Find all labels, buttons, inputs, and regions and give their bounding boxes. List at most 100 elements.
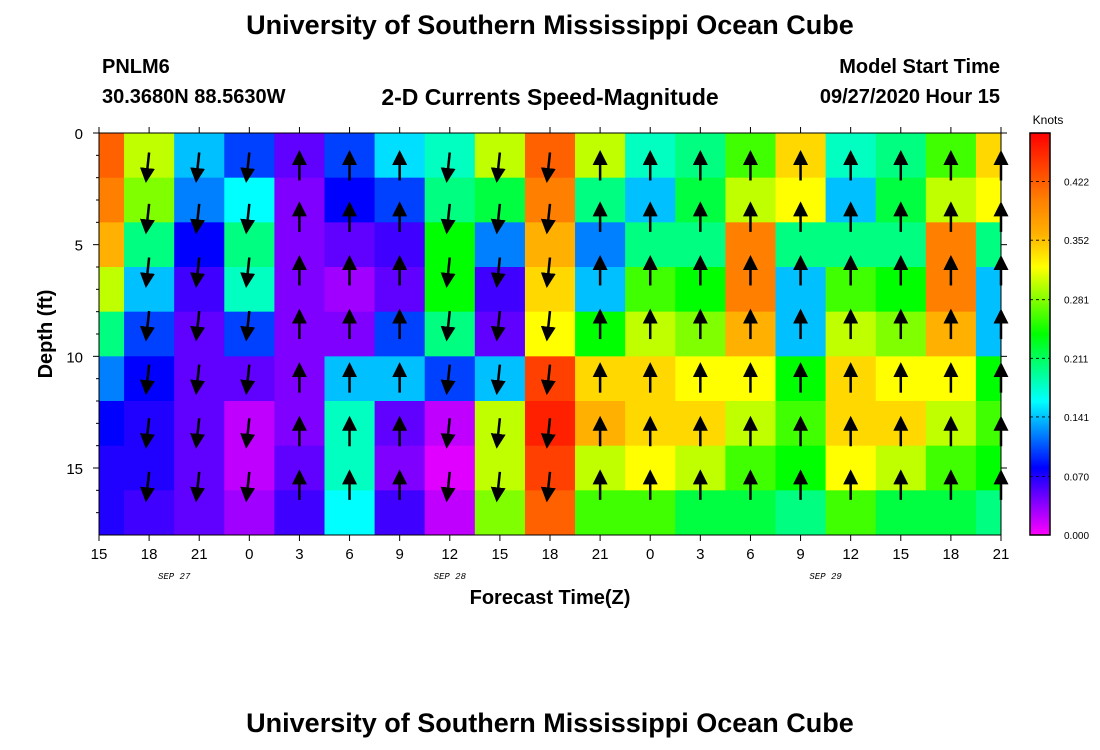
- current-vector: [240, 364, 256, 396]
- current-vector: [490, 203, 506, 235]
- current-vector: [540, 418, 556, 449]
- footer-title: University of Southern Mississippi Ocean…: [246, 708, 854, 738]
- heatmap-cell: [224, 490, 275, 536]
- colorbar-tick-label: 0.070: [1064, 472, 1089, 483]
- current-vector: [540, 310, 556, 342]
- heatmap-cell: [99, 222, 125, 268]
- x-tick-label: 21: [592, 546, 609, 563]
- x-tick-label: 0: [245, 546, 253, 563]
- current-vector: [190, 152, 206, 183]
- current-vector: [190, 418, 206, 449]
- colorbar-tick-label: 0.141: [1064, 413, 1089, 424]
- heatmap-cell: [124, 356, 175, 402]
- colorbar-tick-label: 0.352: [1064, 236, 1089, 247]
- colorbar: Knots 0.000 0.070 0.141 0.211 0.281 0.352 0.422: [1029, 113, 1089, 542]
- station-location: 30.3680N 88.5630W: [102, 86, 286, 108]
- date-label: SEP 27: [158, 572, 191, 582]
- x-tick-label: 15: [492, 546, 509, 563]
- x-tick-label: 21: [191, 546, 208, 563]
- current-vector: [240, 257, 256, 288]
- current-vector: [240, 310, 256, 342]
- current-vector: [139, 310, 155, 342]
- heatmap-cell: [474, 177, 526, 223]
- y-tick-label: 5: [75, 238, 83, 255]
- colorbar-label: Knots: [1033, 113, 1064, 127]
- current-vector: [540, 152, 556, 183]
- heatmap-cell: [174, 177, 225, 223]
- heatmap-cell: [975, 133, 1002, 179]
- current-vector: [490, 257, 506, 288]
- current-vector: [440, 471, 456, 503]
- page-title: University of Southern Mississippi Ocean…: [246, 10, 854, 40]
- heatmap-cell: [524, 267, 576, 313]
- colorbar-tick-label: 0.000: [1064, 531, 1089, 542]
- current-vector: [240, 152, 256, 183]
- x-tick-label: 6: [746, 546, 754, 563]
- heatmap-cell: [474, 356, 526, 402]
- y-axis-label: Depth (ft): [35, 290, 57, 379]
- colorbar-tick-label: 0.281: [1064, 296, 1089, 307]
- colorbar-gradient: [1029, 132, 1051, 536]
- current-vector: [490, 418, 506, 449]
- current-vector: [240, 471, 256, 503]
- heatmap-cell: [424, 445, 476, 491]
- colorbar-tick-label: 0.211: [1064, 354, 1089, 365]
- heatmap-cell: [99, 490, 125, 536]
- current-vector: [490, 471, 506, 503]
- x-tick-label: 18: [943, 546, 960, 563]
- current-vector: [490, 310, 506, 342]
- x-tick-label: 21: [993, 546, 1010, 563]
- heatmap-cell: [474, 267, 526, 313]
- current-vector: [139, 418, 155, 449]
- current-vector: [490, 152, 506, 183]
- heatmap-cell: [99, 133, 125, 179]
- y-tick-label: 10: [66, 349, 83, 366]
- x-tick-label: 3: [295, 546, 303, 563]
- current-vector: [139, 257, 155, 288]
- heatmap-cell: [524, 445, 576, 491]
- current-vector: [139, 203, 155, 235]
- x-tick-label: 0: [646, 546, 654, 563]
- current-vector: [139, 152, 155, 183]
- heatmap-cell: [224, 267, 275, 313]
- date-label: SEP 28: [434, 572, 467, 582]
- heatmap-cell: [224, 445, 275, 491]
- current-vector: [440, 257, 456, 288]
- x-axis-label: Forecast Time(Z): [470, 587, 631, 609]
- heatmap-cell: [124, 267, 175, 313]
- x-tick-label: 6: [345, 546, 353, 563]
- x-tick-label: 15: [892, 546, 909, 563]
- x-tick-label: 3: [696, 546, 704, 563]
- heatmap-cell: [224, 177, 275, 223]
- x-tick-label: 9: [796, 546, 804, 563]
- current-vector: [540, 257, 556, 288]
- heatmap-cell: [99, 401, 125, 447]
- y-tick-label: 0: [75, 126, 83, 143]
- heatmap-cell: [975, 445, 1002, 491]
- model-start-label: Model Start Time: [839, 56, 1000, 78]
- current-vector: [190, 364, 206, 396]
- heatmap-cell: [524, 177, 576, 223]
- heatmap-cell: [424, 356, 476, 402]
- current-vector: [540, 364, 556, 396]
- x-tick-label: 18: [141, 546, 158, 563]
- current-vector: [190, 203, 206, 235]
- x-tick-label: 9: [395, 546, 403, 563]
- heatmap-cell: [424, 177, 476, 223]
- date-label: SEP 29: [809, 572, 842, 582]
- heatmap-cell: [975, 267, 1002, 313]
- heatmap-cell: [174, 490, 225, 536]
- heatmap-cell: [975, 222, 1002, 268]
- current-vector: [139, 471, 155, 503]
- current-vector: [440, 364, 456, 396]
- heatmap-cell: [99, 356, 125, 402]
- current-vectors: [139, 150, 1009, 503]
- heatmap-cell: [975, 311, 1002, 357]
- x-tick-label: 12: [441, 546, 458, 563]
- y-axis: 0 5 10 15: [66, 126, 1007, 514]
- heatmap-cell: [124, 490, 175, 536]
- current-vector: [190, 257, 206, 288]
- heatmap-cell: [99, 311, 125, 357]
- heatmap-cell: [99, 445, 125, 491]
